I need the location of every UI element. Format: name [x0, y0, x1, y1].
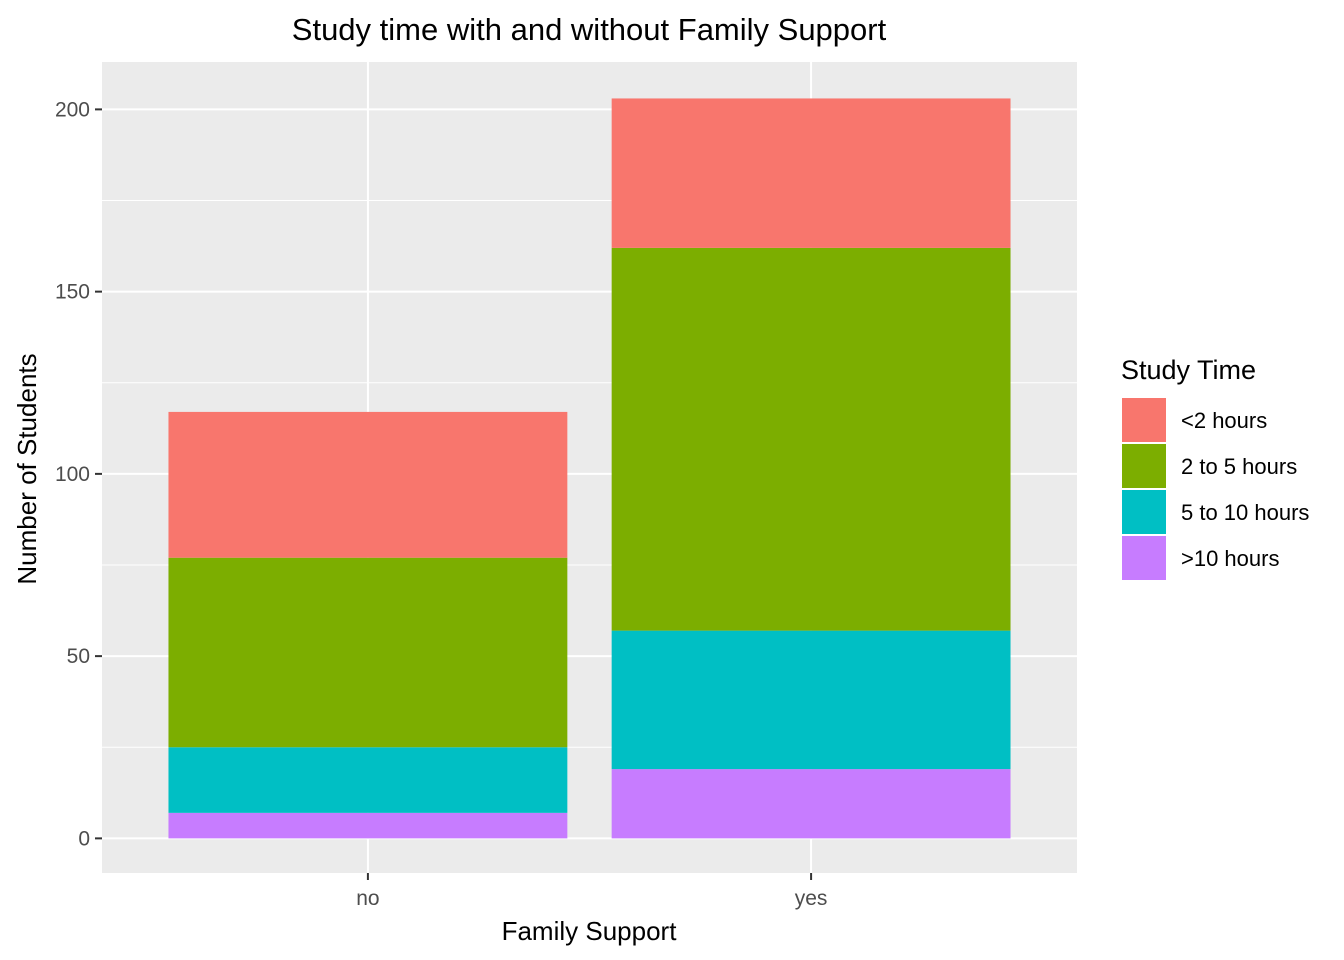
y-tick-label: 200 [55, 98, 90, 121]
legend-items: <2 hours 2 to 5 hours 5 to 10 hours >10 hou… [1120, 396, 1309, 582]
legend-swatch [1120, 396, 1168, 444]
legend-swatch [1120, 442, 1168, 490]
x-tick-label: no [356, 887, 379, 910]
bars [168, 98, 1011, 839]
bar-segment-no--10-hours [168, 812, 568, 839]
bar-segment-yes--10-hours [611, 769, 1011, 839]
legend-label: >10 hours [1181, 546, 1279, 571]
chart-title: Study time with and without Family Suppo… [292, 12, 887, 47]
x-axis-title: Family Support [502, 916, 678, 946]
y-axis-title: Number of Students [12, 353, 42, 584]
y-tick-label: 50 [67, 645, 90, 668]
legend-label: <2 hours [1181, 408, 1267, 433]
legend-label: 2 to 5 hours [1181, 454, 1297, 479]
legend-label: 5 to 10 hours [1181, 500, 1309, 525]
bar-segment-yes-5-to-10-hours [611, 630, 1011, 770]
legend: Study Time <2 hours 2 to 5 hours 5 to 10 h… [1120, 355, 1309, 582]
legend-swatch [1120, 534, 1168, 582]
y-tick-label: 100 [55, 463, 90, 486]
bar-segment-no-2-to-5-hours [168, 557, 568, 748]
bar-segment-yes-2-to-5-hours [611, 247, 1011, 631]
x-axis: no yes [356, 873, 827, 910]
legend-swatch [1120, 488, 1168, 536]
y-tick-label: 150 [55, 281, 90, 304]
bar-segment-no-5-to-10-hours [168, 747, 568, 813]
y-axis: 0 50 100 150 200 [55, 98, 102, 850]
bar-segment-no--2-hours [168, 411, 568, 558]
legend-title: Study Time [1121, 355, 1256, 385]
y-tick-label: 0 [78, 827, 90, 850]
x-tick-label: yes [795, 887, 828, 910]
bar-segment-yes--2-hours [611, 98, 1011, 248]
